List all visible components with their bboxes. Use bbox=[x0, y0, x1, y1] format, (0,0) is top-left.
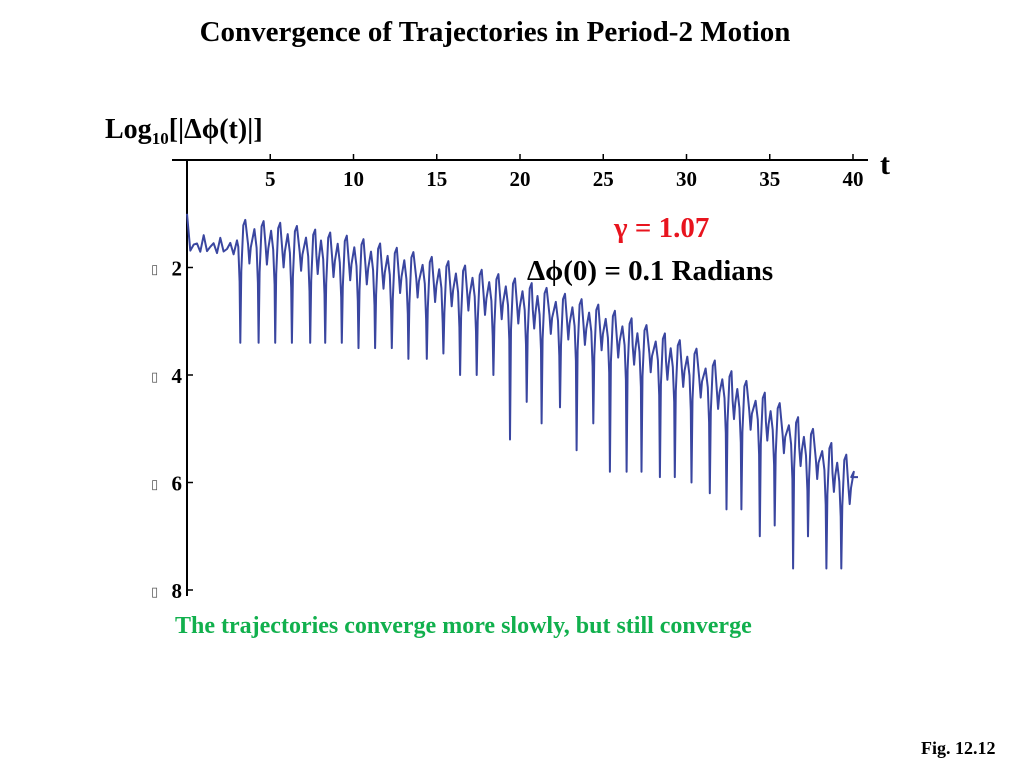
y-tick-label: 2 bbox=[172, 257, 183, 281]
series-line bbox=[186, 213, 858, 570]
gamma-annotation: γ = 1.07 bbox=[614, 212, 710, 244]
x-tick-label: 10 bbox=[343, 167, 364, 191]
x-tick-label: 20 bbox=[510, 167, 531, 191]
x-tick-label: 15 bbox=[426, 167, 447, 191]
y-tick-label: 6 bbox=[172, 472, 183, 496]
y-tick-group: ▯ 2 ▯ 4 ▯ 6 ▯ 8 bbox=[151, 257, 193, 603]
initial-separation-annotation: Δϕ(0) = 0.1 Radians bbox=[527, 255, 774, 287]
y-axis-label-subscript: 10 bbox=[151, 129, 169, 148]
chart-title: Convergence of Trajectories in Period-2 … bbox=[199, 16, 791, 48]
y-tick-sign-glyph: ▯ bbox=[151, 585, 158, 600]
chart-caption: The trajectories converge more slowly, b… bbox=[175, 613, 752, 639]
x-axis-label: t bbox=[880, 148, 890, 181]
x-tick-label: 5 bbox=[265, 167, 276, 191]
y-tick-label: 4 bbox=[172, 364, 183, 388]
x-tick-group: 5 10 15 20 25 30 35 40 bbox=[265, 154, 864, 191]
y-tick-sign-glyph: ▯ bbox=[151, 370, 158, 385]
y-tick-label: 8 bbox=[172, 579, 183, 603]
y-axis-label-rest: [|Δϕ(t)|] bbox=[168, 114, 263, 145]
y-tick-sign-glyph: ▯ bbox=[151, 478, 158, 493]
y-axis-label-main: Log bbox=[105, 114, 152, 145]
x-tick-label: 25 bbox=[593, 167, 614, 191]
x-tick-label: 35 bbox=[759, 167, 780, 191]
x-tick-label: 30 bbox=[676, 167, 697, 191]
y-tick-sign-glyph: ▯ bbox=[151, 263, 158, 278]
figure-number: Fig. 12.12 bbox=[921, 738, 996, 758]
y-axis-label: Log10[|Δϕ(t)|] bbox=[105, 114, 263, 149]
x-tick-label: 40 bbox=[843, 167, 864, 191]
